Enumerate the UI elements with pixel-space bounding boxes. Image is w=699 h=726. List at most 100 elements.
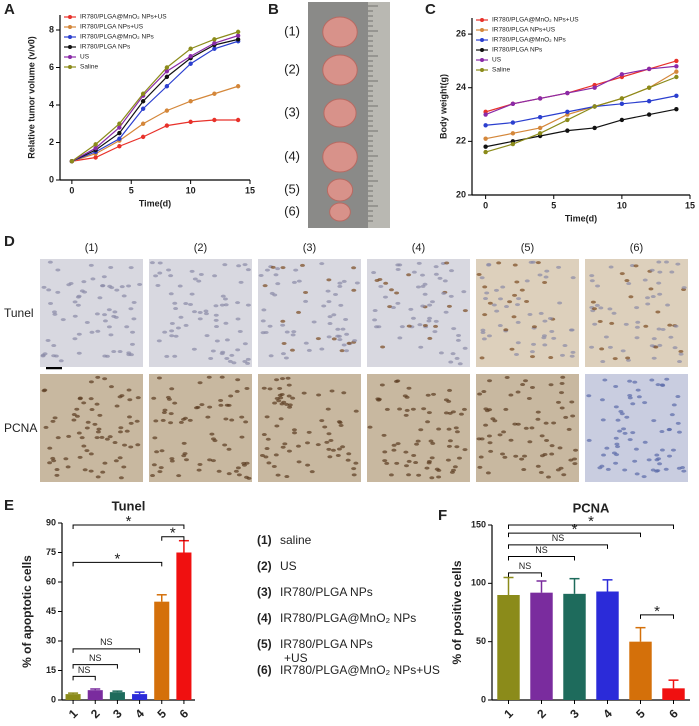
cell: [623, 322, 629, 326]
cell: [410, 316, 416, 320]
cell: [411, 270, 417, 274]
cell: [292, 431, 298, 435]
cell: [203, 312, 209, 316]
cell: [395, 301, 401, 305]
cell: [197, 317, 203, 321]
cell: [416, 473, 422, 477]
cell: [485, 471, 491, 475]
cell: [210, 437, 216, 441]
cell: [351, 467, 357, 471]
y-axis-label: Body weight(g): [438, 74, 448, 139]
cell: [111, 350, 117, 354]
y-axis-label: % of apoptotic cells: [20, 555, 34, 668]
cell: [65, 465, 71, 469]
cell: [333, 292, 339, 296]
point: [188, 99, 193, 104]
y-tick-label: 90: [46, 517, 56, 527]
cell: [76, 332, 82, 336]
legend-number: (2): [257, 559, 272, 573]
legend-label: Saline: [492, 67, 510, 74]
cell: [645, 302, 651, 306]
panel-label: E: [4, 497, 14, 514]
cell: [345, 458, 351, 462]
point: [483, 112, 488, 117]
cell: [191, 310, 197, 314]
cell: [501, 430, 507, 434]
cell: [406, 324, 412, 328]
cell: [609, 321, 615, 325]
cell: [569, 328, 575, 332]
cell: [326, 432, 332, 436]
cell: [122, 443, 128, 447]
cell: [542, 280, 548, 284]
cell: [634, 472, 640, 476]
point: [188, 46, 193, 51]
cell: [242, 263, 248, 267]
cell: [331, 313, 337, 317]
cell: [124, 429, 130, 433]
cell: [611, 451, 617, 455]
legend-label: Saline: [80, 64, 98, 71]
cell: [169, 387, 175, 391]
cell: [285, 376, 291, 380]
point: [537, 125, 543, 131]
cell: [451, 327, 457, 331]
panel-label: C: [425, 1, 436, 18]
cell: [649, 268, 655, 272]
cell: [566, 427, 572, 431]
bar: [132, 694, 148, 700]
tumor-label: (6): [284, 203, 300, 218]
cell: [669, 413, 675, 417]
cell: [375, 397, 381, 401]
cell: [663, 260, 669, 264]
cell: [303, 341, 309, 345]
cell: [605, 467, 611, 471]
cell: [242, 342, 248, 346]
cell: [95, 475, 101, 479]
cell: [454, 356, 460, 360]
cell: [450, 352, 456, 356]
cell: [527, 440, 533, 444]
cell: [244, 475, 250, 479]
cell: [569, 354, 575, 358]
legend-label: IR780/PLGA@MnO₂ NPs: [80, 34, 155, 41]
cell: [486, 434, 492, 438]
cell: [598, 306, 604, 310]
cell: [278, 396, 284, 400]
cell: [47, 461, 53, 465]
cell: [117, 430, 123, 434]
cell: [51, 354, 57, 358]
significance-label: NS: [519, 561, 532, 571]
cell: [118, 476, 124, 480]
cell: [458, 412, 464, 416]
significance-label: *: [654, 603, 660, 620]
cell: [455, 338, 461, 342]
cell: [336, 334, 342, 338]
cell: [461, 290, 467, 294]
cell: [280, 352, 286, 356]
x-tick-label: 5: [154, 706, 169, 721]
cell: [425, 420, 431, 424]
cell: [600, 418, 606, 422]
cell: [102, 313, 108, 317]
cell: [548, 356, 554, 360]
significance-bracket: [508, 524, 674, 529]
cell: [108, 265, 114, 269]
cell: [306, 430, 312, 434]
point: [212, 40, 217, 46]
legend-number: (3): [257, 585, 272, 599]
point: [646, 85, 652, 90]
cell: [157, 470, 163, 474]
cell: [656, 327, 662, 331]
cell: [436, 468, 442, 472]
cell: [612, 357, 618, 361]
cell: [187, 418, 193, 422]
cell: [71, 413, 77, 417]
cell: [676, 466, 682, 470]
cell: [666, 428, 672, 432]
cell: [618, 409, 624, 413]
significance-bracket: [72, 524, 185, 529]
series-line: [71, 31, 239, 162]
cell: [79, 289, 85, 293]
cell: [384, 407, 390, 411]
